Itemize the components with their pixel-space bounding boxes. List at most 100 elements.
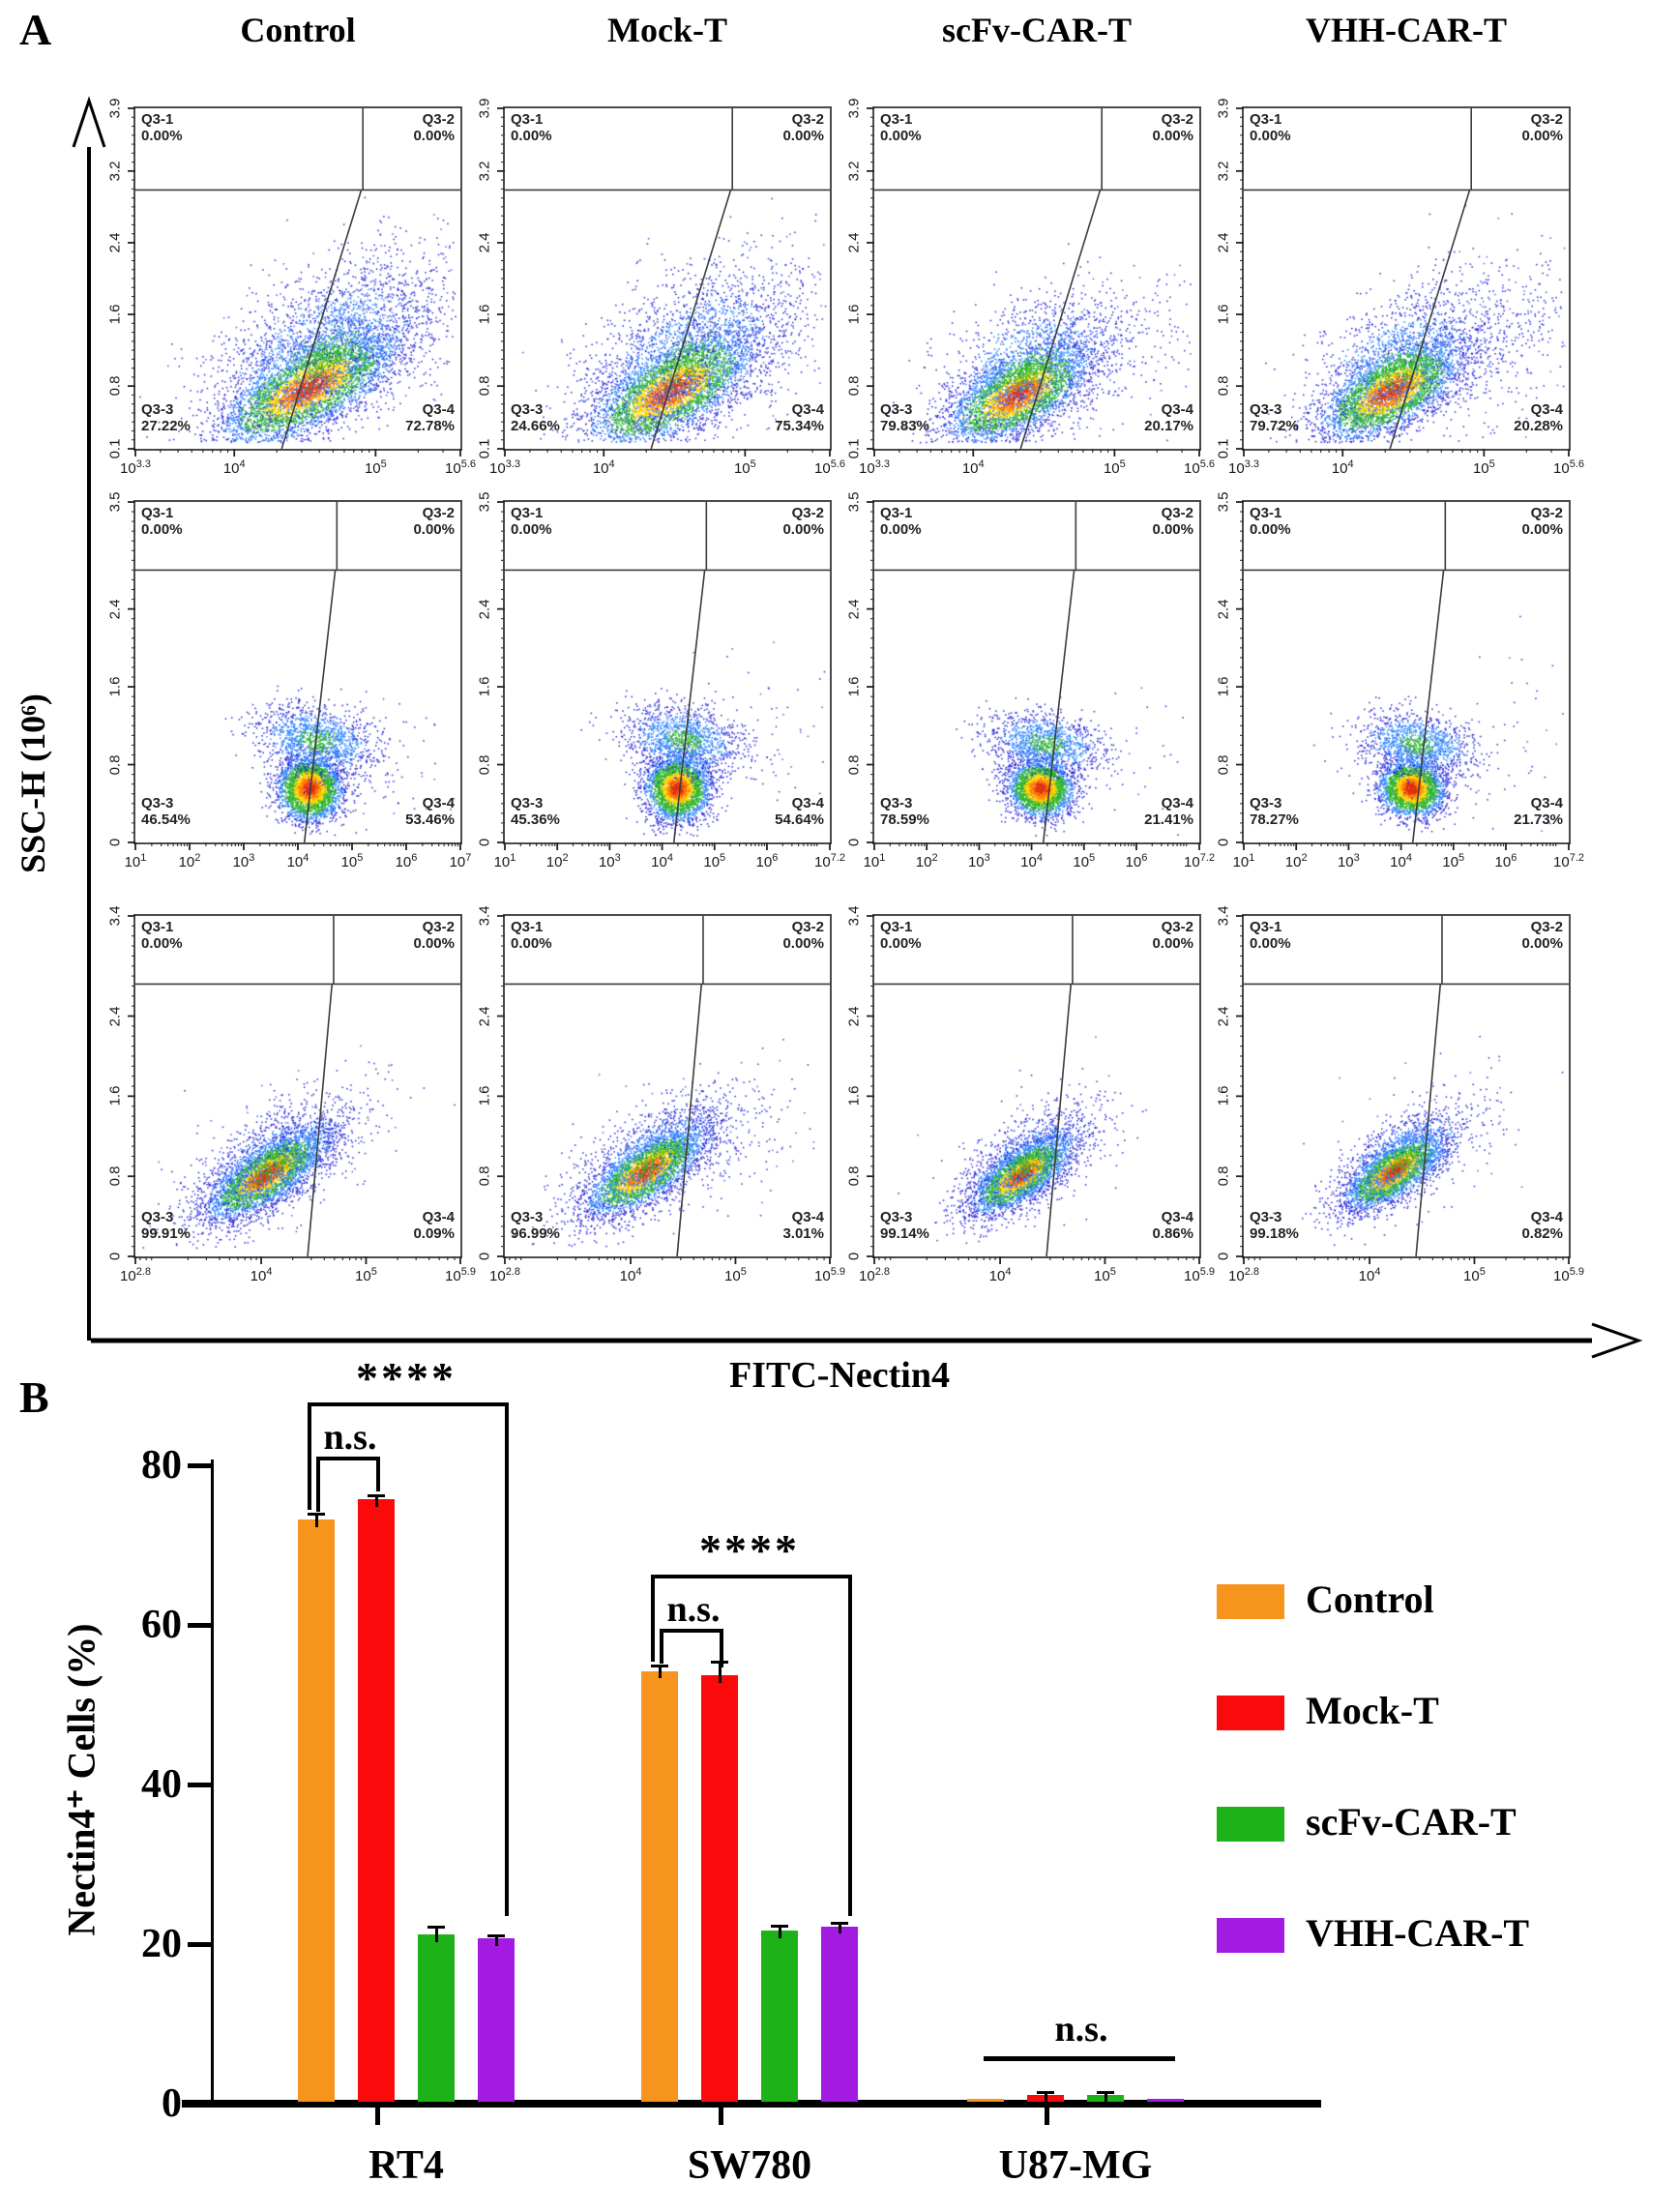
quadrant-gate-lines: [867, 915, 1200, 1264]
y-tick-label: 0.8: [106, 375, 124, 397]
x-tick-label: 104: [1331, 458, 1354, 477]
y-tick-label: 3.9: [476, 98, 493, 119]
y-tick-label: 1.6: [1215, 676, 1232, 697]
error-bar-stem: [838, 1923, 841, 1934]
quadrant-q3-1-label: Q3-1 0.00%: [1250, 505, 1291, 538]
quadrant-q3-4-label: Q3-4 20.28%: [1514, 401, 1563, 435]
bar-sw780-mock-t: [701, 1674, 738, 2102]
x-tick-label: 107.2: [1553, 852, 1584, 870]
x-tick-label: 105: [1073, 852, 1096, 870]
y-tick-label: 0.8: [1215, 1165, 1232, 1187]
sig-annotation-sw780: ****: [699, 1524, 800, 1575]
quadrant-q3-1-label: Q3-1 0.00%: [880, 919, 922, 952]
y-tick-label-20: 20: [141, 1922, 182, 1966]
quadrant-q3-2-label: Q3-2 0.00%: [1152, 111, 1193, 144]
x-tick-label: 103.3: [859, 458, 890, 477]
x-axis-tick: [375, 2108, 380, 2125]
panel-a-x-axis-label: FITC-Nectin4: [729, 1355, 950, 1396]
y-tick-label: 1.6: [476, 676, 493, 697]
x-tick-label: 105.6: [1184, 458, 1215, 477]
error-bar-cap: [771, 1925, 788, 1928]
error-bar-cap: [1097, 2090, 1114, 2094]
category-label-rt4: RT4: [368, 2143, 444, 2188]
scatter-density-canvas: [874, 916, 1199, 1256]
error-bar-stem: [434, 1927, 438, 1942]
quadrant-q3-2-label: Q3-2 0.00%: [413, 505, 455, 538]
x-tick-label: 105.9: [445, 1266, 476, 1284]
y-tick-label: 3.5: [476, 491, 493, 513]
flow-plot-row3-scfv-car-t: 102.8 104 105 105.9 0 0.8 1.6 2.4 3.4 Q3-1 0.00% Q3…: [846, 906, 1215, 1284]
x-tick-label: 105.9: [1184, 1266, 1215, 1284]
x-tick-label: 105: [733, 458, 756, 477]
x-tick-label: 104: [961, 458, 985, 477]
panel-a-y-axis-label: SSC-H (10⁶): [14, 693, 52, 873]
y-axis-spine: [211, 1460, 214, 2104]
x-tick-label: 106: [1125, 852, 1148, 870]
flow-plot-row2-mock-t: 101 102 103 104 105 106 107.2 0 0.8 1.6 2.4 3.5 Q3-1…: [477, 492, 845, 870]
quadrant-q3-2-label: Q3-2 0.00%: [1521, 505, 1563, 538]
x-tick-label: 104: [1020, 852, 1043, 870]
error-bar-stem: [1044, 2092, 1047, 2104]
error-bar-stem: [718, 1662, 722, 1683]
x-tick-label: 102: [915, 852, 938, 870]
scatter-density-canvas: [1244, 502, 1569, 842]
y-tick-label: 0.8: [476, 754, 493, 775]
x-tick-label: 103.3: [489, 458, 520, 477]
x-tick-label: 104: [619, 1266, 642, 1284]
quadrant-q3-4-label: Q3-4 75.34%: [775, 401, 824, 435]
x-tick-label: 102.8: [489, 1266, 520, 1284]
flow-plot-row3-vhh-car-t: 102.8 104 105 105.9 0 0.8 1.6 2.4 3.4 Q3-1 0.00% Q3…: [1216, 906, 1584, 1284]
quadrant-q3-4-label: Q3-4 21.41%: [1144, 795, 1193, 829]
y-tick-label: 2.4: [476, 599, 493, 620]
quadrant-q3-3-label: Q3-3 79.83%: [880, 401, 929, 435]
x-tick-label: 105: [724, 1266, 747, 1284]
quadrant-q3-4-label: Q3-4 21.73%: [1514, 795, 1563, 829]
y-tick-label: 0: [845, 838, 863, 847]
y-tick-label: 0.8: [106, 1165, 124, 1187]
x-tick-label: 102: [178, 852, 201, 870]
ns-bracket-left-leg: [316, 1457, 320, 1512]
x-tick-label: 104: [286, 852, 309, 870]
quadrant-q3-3-label: Q3-3 78.27%: [1250, 795, 1299, 829]
category-label-u87-mg: U87-MG: [998, 2143, 1153, 2188]
y-tick-label: 3.5: [106, 491, 124, 513]
x-axis-tick: [719, 2108, 723, 2125]
y-tick-label: 3.4: [476, 905, 493, 927]
y-tick-label: 0.8: [1215, 754, 1232, 775]
sig-bracket-right-leg: [505, 1402, 509, 1917]
y-tick-label: 0.8: [106, 754, 124, 775]
y-tick-label: 0: [106, 838, 124, 847]
column-header-control: Control: [240, 11, 356, 49]
ns-bracket-line: [316, 1457, 376, 1461]
y-tick-label: 0.8: [1215, 375, 1232, 397]
x-tick-label: 101: [124, 852, 147, 870]
quadrant-gate-lines: [867, 501, 1200, 850]
x-tick-label: 106: [395, 852, 418, 870]
legend-swatch-scfv-car-t: [1217, 1807, 1284, 1842]
scatter-density-canvas: [874, 108, 1199, 449]
error-bar-stem: [314, 1514, 318, 1527]
legend-label-mock-t: Mock-T: [1306, 1689, 1439, 1732]
y-tick-label: 3.4: [1215, 905, 1232, 927]
quadrant-q3-4-label: Q3-4 0.86%: [1152, 1209, 1193, 1243]
quadrant-q3-2-label: Q3-2 0.00%: [1521, 919, 1563, 952]
y-tick-label: 0: [106, 1252, 124, 1261]
bar-rt4-scfv-car-t: [418, 1933, 455, 2102]
error-bar-cap: [487, 1933, 505, 1937]
x-tick-label: 101: [493, 852, 516, 870]
scatter-density-canvas: [1244, 108, 1569, 449]
quadrant-q3-1-label: Q3-1 0.00%: [511, 111, 552, 144]
bar-rt4-mock-t: [358, 1499, 395, 2102]
y-tick-label: 0.1: [476, 438, 493, 459]
error-bar-stem: [1104, 2092, 1107, 2103]
flow-plot-row3-mock-t: 102.8 104 105 105.9 0 0.8 1.6 2.4 3.4 Q3-1 0.00% Q3…: [477, 906, 845, 1284]
bar-sw780-control: [641, 1670, 678, 2102]
x-tick-label: 104: [222, 458, 246, 477]
quadrant-q3-2-label: Q3-2 0.00%: [1521, 111, 1563, 144]
flow-plot-row2-scfv-car-t: 101 102 103 104 105 106 107.2 0 0.8 1.6 2.4 3.5 Q3-1…: [846, 492, 1215, 870]
x-tick-label: 103.3: [1228, 458, 1259, 477]
y-tick-label: 1.6: [1215, 1085, 1232, 1106]
x-tick-label: 101: [1232, 852, 1255, 870]
y-axis-tick: [188, 1462, 211, 1468]
scatter-density-canvas: [1244, 916, 1569, 1256]
